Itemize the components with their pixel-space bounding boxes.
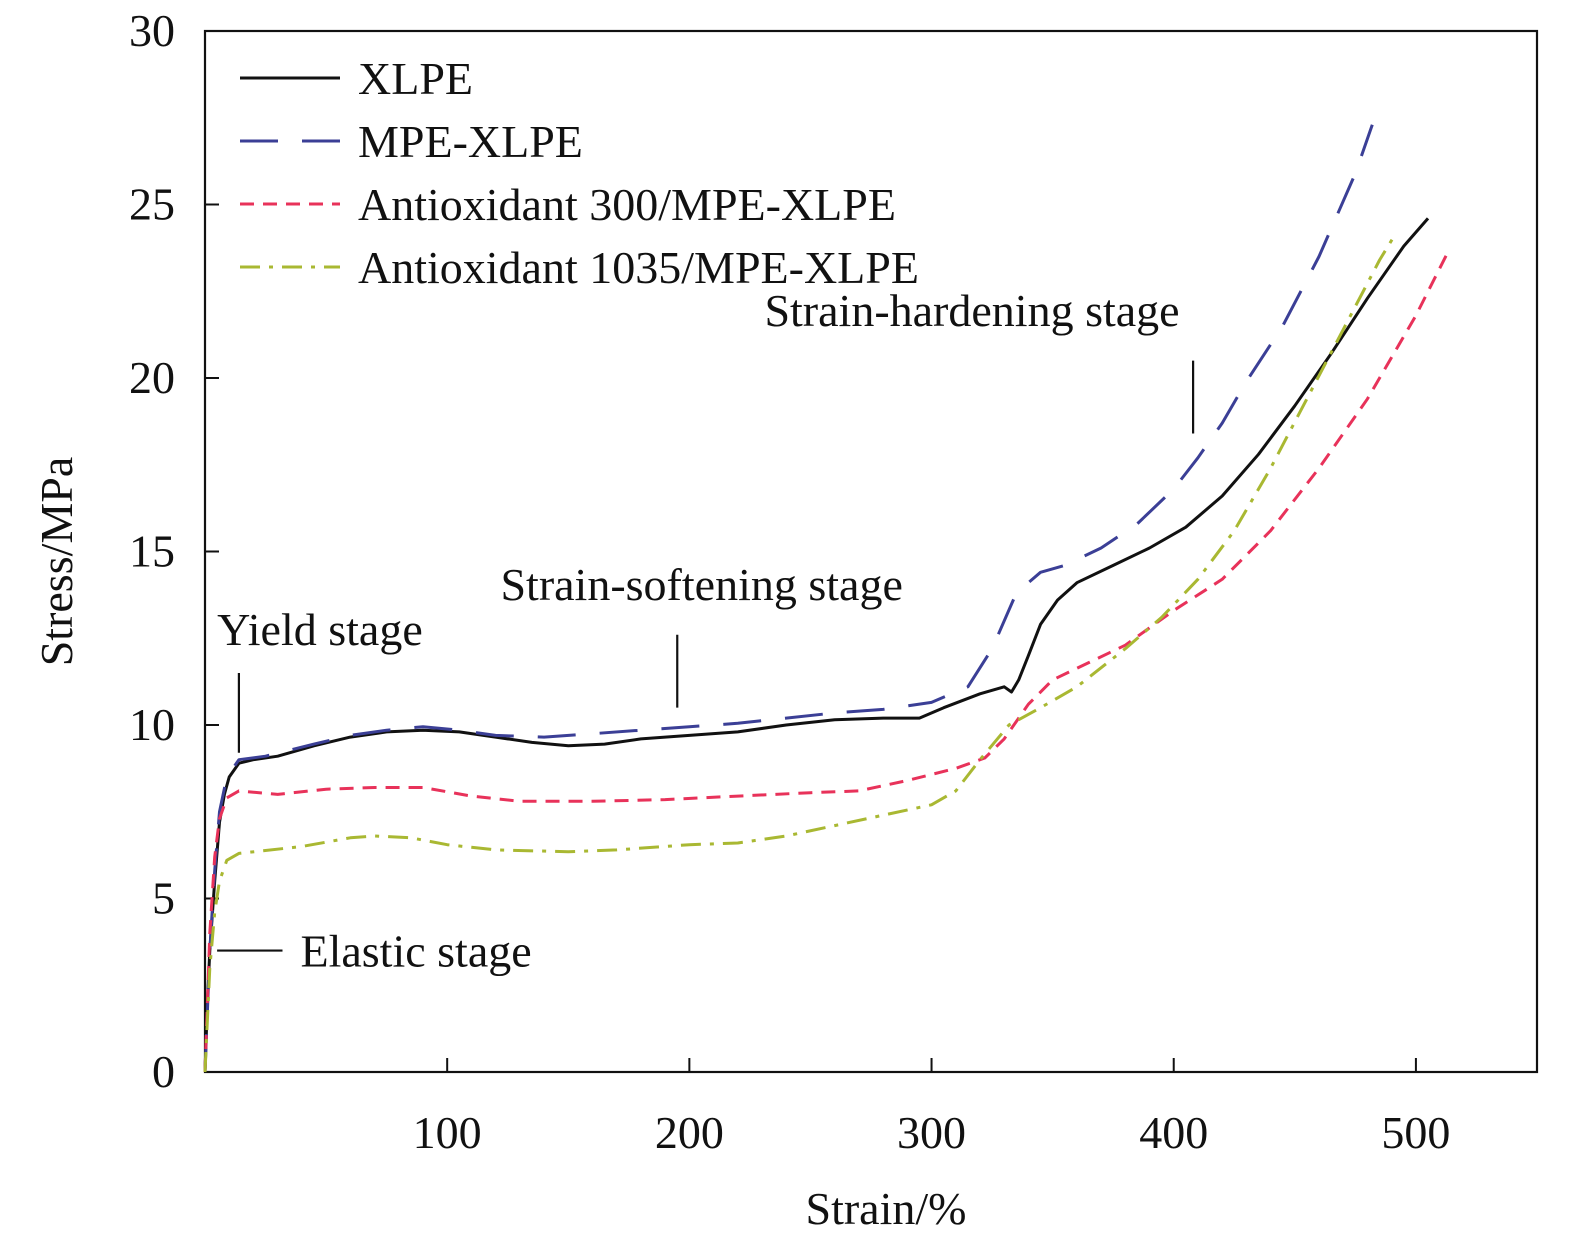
annotation-elastic-stage: Elastic stage bbox=[300, 926, 531, 977]
legend-label-antioxidant-1035-mpe-xlpe: Antioxidant 1035/MPE-XLPE bbox=[358, 242, 919, 293]
series-line-antioxidant-1035-mpe-xlpe bbox=[203, 231, 1398, 1073]
y-axis-title: Stress/MPa bbox=[31, 457, 82, 667]
legend: XLPE MPE-XLPE Antioxidant 300/MPE-XLPE Anti… bbox=[240, 53, 919, 293]
axes: 100 200 300 400 500 0 5 10 15 20 25 30 bbox=[129, 5, 1539, 1158]
annotations: Elastic stage Yield stage Strain-softening… bbox=[217, 285, 1195, 977]
series-line-antioxidant-300-mpe-xlpe bbox=[203, 252, 1449, 1073]
series-line-xlpe bbox=[203, 217, 1430, 1073]
x-tick-label: 300 bbox=[897, 1107, 966, 1158]
y-tick-label: 5 bbox=[152, 873, 175, 924]
legend-label-xlpe: XLPE bbox=[358, 53, 473, 104]
x-tick-label: 200 bbox=[655, 1107, 724, 1158]
annotation-yield-stage: Yield stage bbox=[217, 604, 423, 655]
legend-label-antioxidant-300-mpe-xlpe: Antioxidant 300/MPE-XLPE bbox=[358, 179, 896, 230]
x-tick-label: 100 bbox=[413, 1107, 482, 1158]
x-tick-label: 500 bbox=[1381, 1107, 1450, 1158]
y-tick-label: 10 bbox=[129, 699, 175, 750]
y-tick-label: 15 bbox=[129, 526, 175, 577]
y-tick-label: 20 bbox=[129, 352, 175, 403]
y-tick-label: 0 bbox=[152, 1046, 175, 1097]
legend-label-mpe-xlpe: MPE-XLPE bbox=[358, 116, 583, 167]
x-tick-label: 400 bbox=[1139, 1107, 1208, 1158]
series-line-mpe-xlpe bbox=[203, 124, 1374, 1073]
x-axis-title: Strain/% bbox=[806, 1183, 967, 1234]
y-tick-label: 30 bbox=[129, 5, 175, 56]
annotation-strain-softening-stage: Strain-softening stage bbox=[500, 559, 902, 610]
annotation-strain-hardening-stage: Strain-hardening stage bbox=[764, 285, 1179, 336]
y-tick-label: 25 bbox=[129, 179, 175, 230]
series-lines bbox=[203, 124, 1449, 1073]
